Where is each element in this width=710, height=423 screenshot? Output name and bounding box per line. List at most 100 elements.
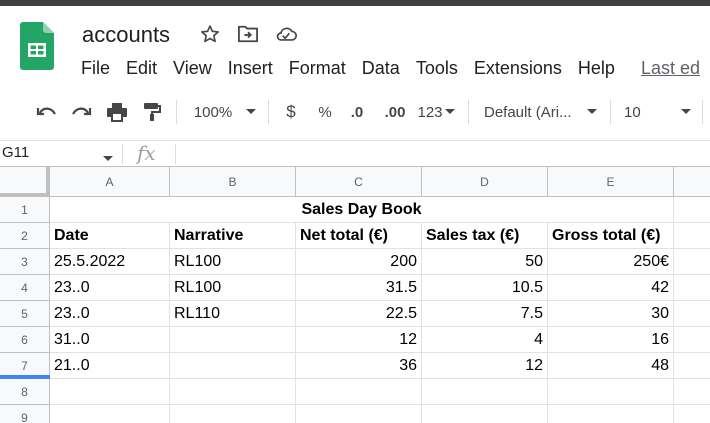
cell[interactable]: 50 [422, 249, 548, 275]
increase-decimal-button[interactable]: .00 [384, 103, 406, 121]
column-header[interactable]: A [50, 167, 170, 197]
cell[interactable]: 12 [296, 327, 422, 353]
cell[interactable] [50, 405, 170, 423]
cell[interactable]: 4 [422, 327, 548, 353]
cell[interactable]: 250€ [548, 249, 674, 275]
decrease-decimal-button[interactable]: .0 [350, 103, 364, 121]
header-cell[interactable]: Narrative [170, 223, 296, 249]
cell[interactable] [170, 327, 296, 353]
cell[interactable]: RL100 [170, 275, 296, 301]
sheets-logo-icon[interactable] [20, 22, 54, 70]
header-cell[interactable]: Sales tax (€) [422, 223, 548, 249]
cell[interactable]: 23..0 [50, 301, 170, 327]
cell[interactable]: 10.5 [422, 275, 548, 301]
column-header[interactable] [674, 167, 710, 197]
row-header[interactable]: 4 [0, 275, 50, 301]
cell[interactable]: 7.5 [422, 301, 548, 327]
menu-file[interactable]: File [81, 58, 111, 78]
font-size-dropdown-icon[interactable] [678, 100, 694, 124]
row-header[interactable]: 9 [0, 405, 50, 423]
cell[interactable] [674, 223, 710, 249]
header-cell[interactable]: Gross total (€) [548, 223, 674, 249]
cell[interactable] [50, 379, 170, 405]
row-header[interactable]: 3 [0, 249, 50, 275]
cloud-status-icon[interactable] [274, 22, 298, 46]
cell[interactable]: 31..0 [50, 327, 170, 353]
font-family-select[interactable]: Default (Ari... [484, 103, 572, 121]
cell[interactable]: 42 [548, 275, 674, 301]
menu-insert[interactable]: Insert [227, 58, 273, 78]
cell[interactable]: 16 [548, 327, 674, 353]
cell[interactable] [674, 197, 710, 223]
currency-format-button[interactable]: $ [286, 102, 296, 121]
cell[interactable]: 30 [548, 301, 674, 327]
menu-extensions[interactable]: Extensions [473, 58, 562, 78]
cell[interactable]: 21..0 [50, 353, 170, 379]
cell[interactable]: RL110 [170, 301, 296, 327]
last-edit-link[interactable]: Last ed [640, 58, 700, 78]
menu-help[interactable]: Help [577, 58, 615, 78]
cell[interactable] [674, 301, 710, 327]
menu-tools[interactable]: Tools [415, 58, 458, 78]
column-header[interactable]: B [170, 167, 296, 197]
cell[interactable] [422, 379, 548, 405]
cell[interactable] [674, 327, 710, 353]
fx-icon: fx [137, 141, 156, 165]
cell[interactable]: 48 [548, 353, 674, 379]
cell[interactable]: 12 [422, 353, 548, 379]
cell[interactable]: 36 [296, 353, 422, 379]
row-header[interactable]: 2 [0, 223, 50, 249]
cell[interactable] [674, 275, 710, 301]
undo-icon[interactable] [34, 100, 60, 124]
zoom-select[interactable]: 100% [193, 103, 233, 121]
cell[interactable] [422, 405, 548, 423]
paint-format-icon[interactable] [139, 100, 165, 124]
move-to-folder-icon[interactable] [236, 22, 260, 46]
cell[interactable] [170, 353, 296, 379]
row-header[interactable]: 5 [0, 301, 50, 327]
cell[interactable]: 23..0 [50, 275, 170, 301]
header-cell[interactable]: Date [50, 223, 170, 249]
formula-input[interactable] [184, 144, 704, 164]
document-title[interactable]: accounts [82, 22, 171, 47]
cell[interactable] [674, 379, 710, 405]
cell[interactable] [548, 379, 674, 405]
percent-format-button[interactable]: % [318, 103, 332, 121]
menu-format[interactable]: Format [288, 58, 346, 78]
cell[interactable]: 25.5.2022 [50, 249, 170, 275]
cell[interactable]: 22.5 [296, 301, 422, 327]
row-header[interactable]: 6 [0, 327, 50, 353]
row-header[interactable]: 1 [0, 197, 50, 223]
cell[interactable] [674, 249, 710, 275]
number-format-button[interactable]: 123 [417, 103, 443, 121]
menu-edit[interactable]: Edit [126, 58, 158, 78]
column-header[interactable]: C [296, 167, 422, 197]
print-icon[interactable] [104, 100, 130, 124]
zoom-dropdown-icon[interactable] [243, 100, 259, 124]
cell[interactable] [548, 405, 674, 423]
font-size-select[interactable]: 10 [624, 103, 641, 121]
cell[interactable]: RL100 [170, 249, 296, 275]
cell[interactable] [296, 379, 422, 405]
sheet-title-cell[interactable]: Sales Day Book [50, 197, 674, 223]
row-header[interactable]: 8 [0, 379, 50, 405]
name-box-dropdown-icon[interactable] [103, 149, 113, 167]
cell[interactable]: 200 [296, 249, 422, 275]
cell[interactable] [674, 353, 710, 379]
header-cell[interactable]: Net total (€) [296, 223, 422, 249]
column-header[interactable]: E [548, 167, 674, 197]
menu-data[interactable]: Data [361, 58, 400, 78]
name-box[interactable]: G11 [2, 144, 30, 161]
number-format-dropdown-icon[interactable] [444, 100, 456, 124]
star-icon[interactable] [198, 22, 222, 46]
cell[interactable] [170, 405, 296, 423]
cell[interactable]: 31.5 [296, 275, 422, 301]
column-header[interactable]: D [422, 167, 548, 197]
select-all-corner[interactable] [0, 167, 50, 197]
cell[interactable] [170, 379, 296, 405]
menu-view[interactable]: View [173, 58, 212, 78]
cell[interactable] [296, 405, 422, 423]
cell[interactable] [674, 405, 710, 423]
font-dropdown-icon[interactable] [584, 100, 600, 124]
redo-icon[interactable] [68, 100, 94, 124]
